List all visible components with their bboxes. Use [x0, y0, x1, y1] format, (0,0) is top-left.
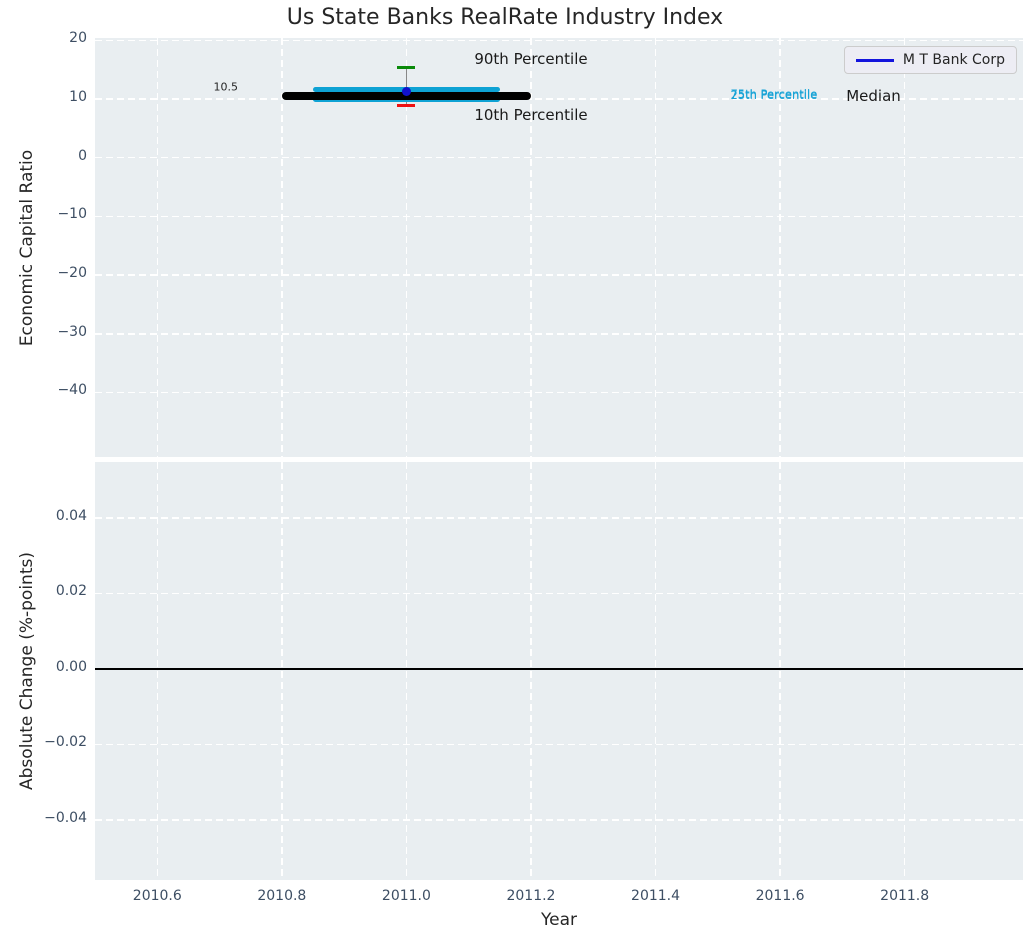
gridline-horizontal — [95, 39, 1023, 42]
gridline-vertical — [779, 462, 781, 880]
gridline-horizontal — [95, 98, 1023, 100]
gridline-horizontal — [95, 274, 1023, 276]
x-tick-label: 2011.2 — [506, 888, 556, 904]
gridline-vertical — [903, 38, 906, 457]
gridline-horizontal — [95, 215, 1023, 218]
y-tick-label: −30 — [57, 323, 87, 340]
gridline-vertical — [530, 38, 532, 457]
y-tick-label: −10 — [57, 206, 87, 223]
legend-label: M T Bank Corp — [902, 52, 1005, 68]
gridline-vertical — [654, 38, 657, 457]
y-tick-label: 20 — [69, 30, 87, 47]
y-tick-label: −20 — [57, 265, 87, 282]
gridline-vertical — [281, 38, 283, 457]
x-tick-label: 2011.6 — [755, 888, 805, 904]
annotation-10th-percentile: 10th Percentile — [474, 105, 588, 124]
gridline-horizontal — [95, 156, 1023, 159]
y-tick-label: −0.02 — [44, 734, 87, 751]
gridline-horizontal — [95, 391, 1023, 394]
y-tick-label: 0.00 — [55, 658, 87, 675]
x-tick-label: 2011.0 — [381, 888, 431, 904]
x-tick-label: 2011.8 — [880, 888, 930, 904]
y-tick-label: 0.02 — [55, 583, 87, 600]
data-point-marker — [401, 86, 411, 96]
gridline-vertical — [654, 462, 657, 880]
y-axis-label-top: Economic Capital Ratio — [17, 149, 37, 347]
y-tick-label: 10 — [69, 89, 87, 106]
x-tick-label: 2011.4 — [631, 888, 681, 904]
y-tick-label: −0.04 — [44, 809, 87, 826]
annotation-10-5: 10.5 — [213, 80, 239, 94]
x-axis-label: Year — [541, 910, 577, 930]
gridline-horizontal — [95, 592, 1023, 595]
zero-line — [95, 667, 1023, 670]
x-tick-label: 2010.8 — [257, 888, 307, 904]
top-plot-area: M T Bank Corp 90th Percentile 10th Percen… — [95, 38, 1023, 457]
gridline-vertical — [156, 38, 159, 457]
gridline-vertical — [530, 462, 532, 880]
y-tick-label: 0.04 — [55, 507, 87, 524]
annotation-25th-percentile: 25th Percentile — [730, 88, 818, 103]
gridline-vertical — [281, 462, 283, 880]
legend-line-sample — [855, 58, 894, 62]
median-line — [281, 92, 531, 101]
errorbar-cap-high — [397, 65, 416, 69]
bottom-plot-area — [95, 462, 1023, 880]
annotation-median: Median — [846, 87, 901, 106]
errorbar-line — [405, 67, 408, 106]
gridline-vertical — [779, 38, 781, 457]
gridline-horizontal — [95, 743, 1023, 746]
gridline-horizontal — [95, 333, 1023, 335]
gridline-vertical — [156, 462, 159, 880]
y-tick-label: −40 — [57, 382, 87, 399]
annotation-90th-percentile: 90th Percentile — [474, 50, 588, 69]
annotation-75th-percentile: 75th Percentile — [730, 86, 818, 101]
legend: M T Bank Corp — [843, 46, 1017, 74]
gridline-vertical — [405, 462, 408, 880]
y-tick-label: 0 — [78, 147, 87, 164]
gridline-horizontal — [95, 819, 1023, 821]
gridline-horizontal — [95, 517, 1023, 519]
x-tick-label: 2010.6 — [132, 888, 182, 904]
chart-title: Us State Banks RealRate Industry Index — [286, 5, 724, 30]
gridline-vertical — [903, 462, 906, 880]
gridline-vertical — [405, 38, 408, 457]
errorbar-cap-low — [397, 103, 416, 107]
